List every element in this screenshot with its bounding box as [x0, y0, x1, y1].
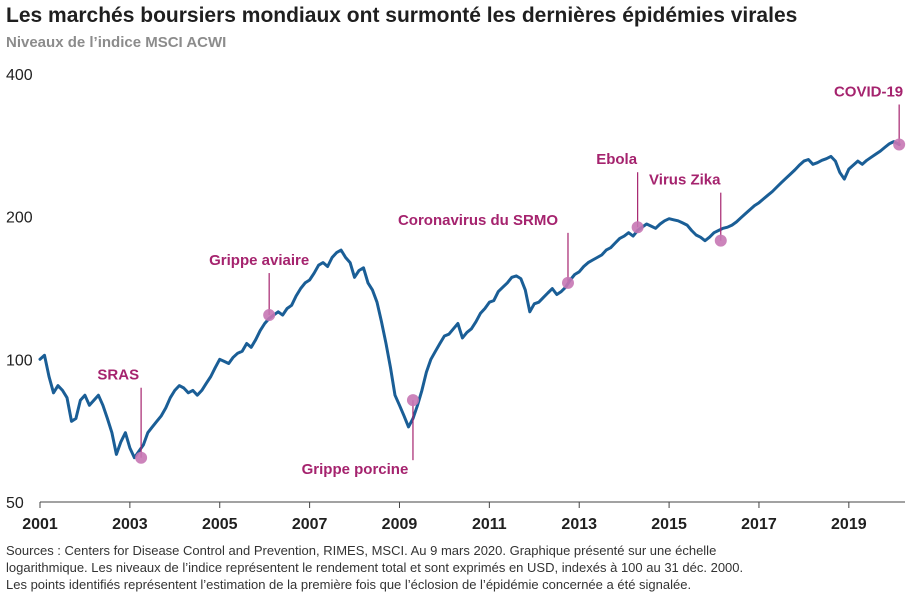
annotation-point-6 [893, 138, 906, 151]
x-tick-label-2003: 2003 [112, 516, 148, 533]
x-tick-label-2019: 2019 [831, 516, 867, 533]
footnote-line-1: Sources : Centers for Disease Control an… [6, 543, 717, 558]
footnote-line-2: logarithmique. Les niveaux de l’indice r… [6, 560, 744, 575]
y-axis-ticks: 400 200 100 50 [6, 67, 33, 512]
x-tick-label-2009: 2009 [382, 516, 418, 533]
x-tick-label-2011: 2011 [472, 516, 507, 533]
annotation-label-1: Grippe aviaire [209, 252, 309, 269]
series-line-0 [38, 140, 901, 460]
series-layer [38, 140, 901, 460]
annotation-point-4 [631, 221, 644, 234]
annotation-label-6: COVID-19 [834, 83, 903, 100]
x-tick-label-2001: 2001 [22, 516, 58, 533]
annotation-point-2 [406, 394, 419, 407]
x-tick-label-2005: 2005 [202, 516, 238, 533]
annotation-label-0: SRAS [97, 367, 139, 384]
annotation-point-1 [263, 309, 276, 322]
annotation-label-3: Coronavirus du SRMO [398, 212, 558, 229]
chart-footnote: Sources : Centers for Disease Control an… [6, 542, 906, 593]
x-tick-label-2015: 2015 [651, 516, 687, 533]
chart-title: Les marchés boursiers mondiaux ont surmo… [6, 4, 798, 27]
y-tick-label-400: 400 [6, 67, 33, 84]
annotation-point-3 [561, 276, 574, 289]
msci-acwi-line-chart: 400 200 100 50 2001 2003 2005 2007 2009 2011 2013… [6, 67, 906, 533]
annotation-label-5: Virus Zika [649, 172, 721, 189]
x-axis: 2001 2003 2005 2007 2009 2011 2013 2015 2017 2019 [22, 501, 905, 533]
annotation-label-4: Ebola [596, 151, 637, 168]
annotation-point-0 [135, 451, 148, 464]
y-tick-label-100: 100 [6, 352, 33, 369]
x-tick-label-2017: 2017 [741, 516, 777, 533]
annotation-label-2: Grippe porcine [302, 461, 409, 478]
x-tick-label-2007: 2007 [292, 516, 328, 533]
footnote-line-3: Les points identifiés représentent l’est… [6, 577, 692, 592]
chart-subtitle: Niveaux de l’indice MSCI ACWI [6, 34, 227, 51]
annotation-point-5 [714, 234, 727, 247]
x-tick-label-2013: 2013 [561, 516, 597, 533]
annotation-layer: SRAS Grippe aviaire Grippe porcine Coronavi… [97, 83, 906, 478]
y-tick-label-200: 200 [6, 210, 33, 227]
y-tick-label-50: 50 [6, 495, 24, 512]
